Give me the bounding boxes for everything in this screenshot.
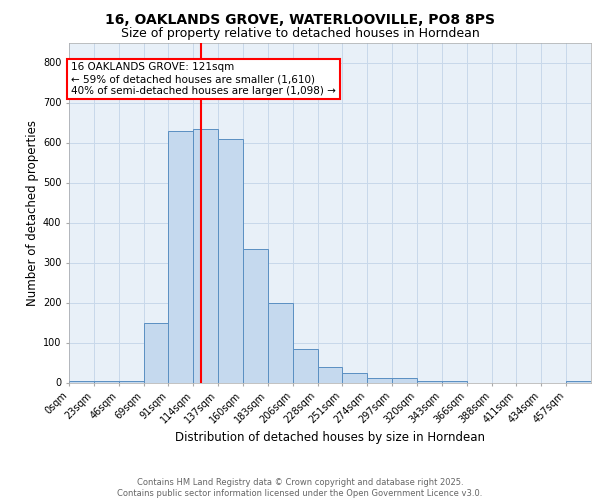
Bar — [268, 302, 293, 382]
Bar — [392, 378, 417, 382]
Y-axis label: Number of detached properties: Number of detached properties — [26, 120, 38, 306]
Bar — [143, 324, 169, 382]
Text: 16, OAKLANDS GROVE, WATERLOOVILLE, PO8 8PS: 16, OAKLANDS GROVE, WATERLOOVILLE, PO8 8… — [105, 12, 495, 26]
Bar — [343, 372, 367, 382]
Bar — [193, 128, 218, 382]
Bar — [243, 248, 268, 382]
Text: Size of property relative to detached houses in Horndean: Size of property relative to detached ho… — [121, 28, 479, 40]
X-axis label: Distribution of detached houses by size in Horndean: Distribution of detached houses by size … — [175, 430, 485, 444]
Bar — [169, 130, 193, 382]
Bar — [317, 366, 343, 382]
Bar — [367, 378, 392, 382]
Bar — [218, 138, 243, 382]
Bar — [293, 348, 317, 382]
Text: Contains HM Land Registry data © Crown copyright and database right 2025.
Contai: Contains HM Land Registry data © Crown c… — [118, 478, 482, 498]
Text: 16 OAKLANDS GROVE: 121sqm
← 59% of detached houses are smaller (1,610)
40% of se: 16 OAKLANDS GROVE: 121sqm ← 59% of detac… — [71, 62, 336, 96]
